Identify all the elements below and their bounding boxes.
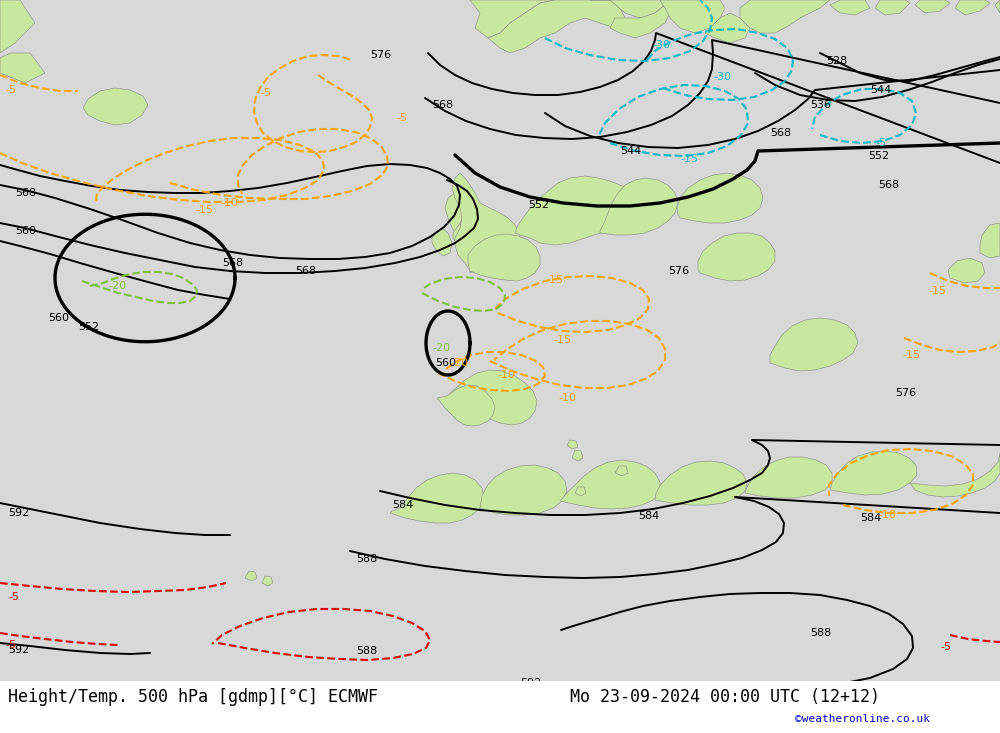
Polygon shape (915, 0, 950, 13)
Polygon shape (432, 228, 452, 256)
Polygon shape (390, 473, 484, 523)
Text: -20: -20 (450, 358, 468, 368)
Polygon shape (770, 318, 858, 371)
Text: 584: 584 (860, 513, 881, 523)
Polygon shape (830, 451, 917, 495)
Text: -15: -15 (902, 350, 920, 360)
Text: -5: -5 (396, 113, 407, 123)
Polygon shape (948, 258, 985, 283)
Polygon shape (445, 193, 465, 233)
Polygon shape (262, 576, 273, 586)
Text: Mo 23-09-2024 00:00 UTC (12+12): Mo 23-09-2024 00:00 UTC (12+12) (570, 688, 880, 706)
Text: 560: 560 (435, 358, 456, 368)
Polygon shape (875, 0, 910, 15)
Text: 544: 544 (870, 85, 891, 95)
Text: -15: -15 (195, 205, 213, 215)
Polygon shape (0, 0, 35, 53)
Text: 568: 568 (222, 258, 243, 268)
Text: 552: 552 (78, 322, 99, 332)
Polygon shape (515, 176, 640, 245)
Text: 552: 552 (528, 200, 549, 210)
Text: 560: 560 (48, 313, 69, 323)
Text: -10: -10 (497, 370, 515, 380)
Polygon shape (655, 461, 747, 505)
Text: ©weatheronline.co.uk: ©weatheronline.co.uk (795, 714, 930, 724)
Polygon shape (745, 457, 832, 498)
Text: 584: 584 (392, 500, 413, 510)
Text: 528: 528 (826, 56, 847, 66)
Text: 588: 588 (356, 646, 377, 656)
Polygon shape (615, 466, 628, 476)
Polygon shape (590, 0, 665, 18)
Text: -5: -5 (5, 85, 16, 95)
Text: 544: 544 (620, 146, 641, 156)
Text: Height/Temp. 500 hPa [gdmp][°C] ECMWF: Height/Temp. 500 hPa [gdmp][°C] ECMWF (8, 688, 378, 706)
Text: 552: 552 (868, 151, 889, 161)
Text: 592: 592 (520, 678, 541, 688)
Text: 592: 592 (8, 508, 29, 518)
Polygon shape (995, 0, 1000, 13)
Polygon shape (698, 233, 775, 281)
Polygon shape (575, 487, 586, 496)
Polygon shape (600, 178, 678, 235)
Polygon shape (468, 234, 540, 281)
Text: -15: -15 (553, 335, 571, 345)
Text: 576: 576 (668, 266, 689, 276)
Text: -5: -5 (5, 640, 16, 650)
Polygon shape (567, 440, 578, 449)
Polygon shape (452, 173, 520, 273)
Text: -10: -10 (558, 393, 576, 403)
Text: 592: 592 (8, 645, 29, 655)
Text: -15: -15 (928, 286, 946, 296)
Text: -5: -5 (260, 88, 271, 98)
Text: -10: -10 (220, 198, 238, 208)
Polygon shape (955, 0, 990, 15)
Text: 588: 588 (810, 628, 831, 638)
Text: 560: 560 (15, 226, 36, 236)
Polygon shape (83, 88, 148, 125)
Polygon shape (740, 0, 830, 33)
Polygon shape (0, 53, 45, 83)
Polygon shape (910, 453, 1000, 497)
Polygon shape (560, 460, 660, 509)
Text: -5: -5 (8, 592, 19, 602)
Text: 588: 588 (356, 554, 377, 564)
Polygon shape (660, 0, 725, 33)
Bar (0, 681, 1000, 733)
Polygon shape (437, 385, 495, 426)
Text: 536: 536 (810, 100, 831, 110)
Polygon shape (610, 5, 670, 38)
Polygon shape (480, 465, 567, 515)
Text: -15: -15 (680, 154, 698, 164)
Polygon shape (453, 221, 480, 258)
Polygon shape (470, 0, 555, 38)
Polygon shape (450, 370, 537, 425)
Text: -5: -5 (875, 138, 886, 148)
Polygon shape (830, 0, 870, 15)
Polygon shape (677, 173, 763, 223)
Polygon shape (245, 571, 257, 581)
Text: -20: -20 (432, 343, 450, 353)
Text: 568: 568 (15, 188, 36, 198)
Text: 568: 568 (432, 100, 453, 110)
Text: 568: 568 (878, 180, 899, 190)
Text: 568: 568 (295, 266, 316, 276)
Text: -10: -10 (878, 510, 896, 520)
Text: -15: -15 (545, 275, 563, 285)
Polygon shape (572, 450, 583, 461)
Polygon shape (980, 223, 1000, 258)
Text: 568: 568 (770, 128, 791, 138)
Text: -20: -20 (108, 281, 126, 291)
Text: -30: -30 (652, 40, 670, 50)
Polygon shape (705, 13, 750, 43)
Text: 584: 584 (638, 511, 659, 521)
Text: 576: 576 (895, 388, 916, 398)
Text: -30: -30 (713, 72, 731, 82)
Polygon shape (488, 0, 625, 53)
Text: 576: 576 (370, 50, 391, 60)
Text: -5: -5 (940, 642, 951, 652)
